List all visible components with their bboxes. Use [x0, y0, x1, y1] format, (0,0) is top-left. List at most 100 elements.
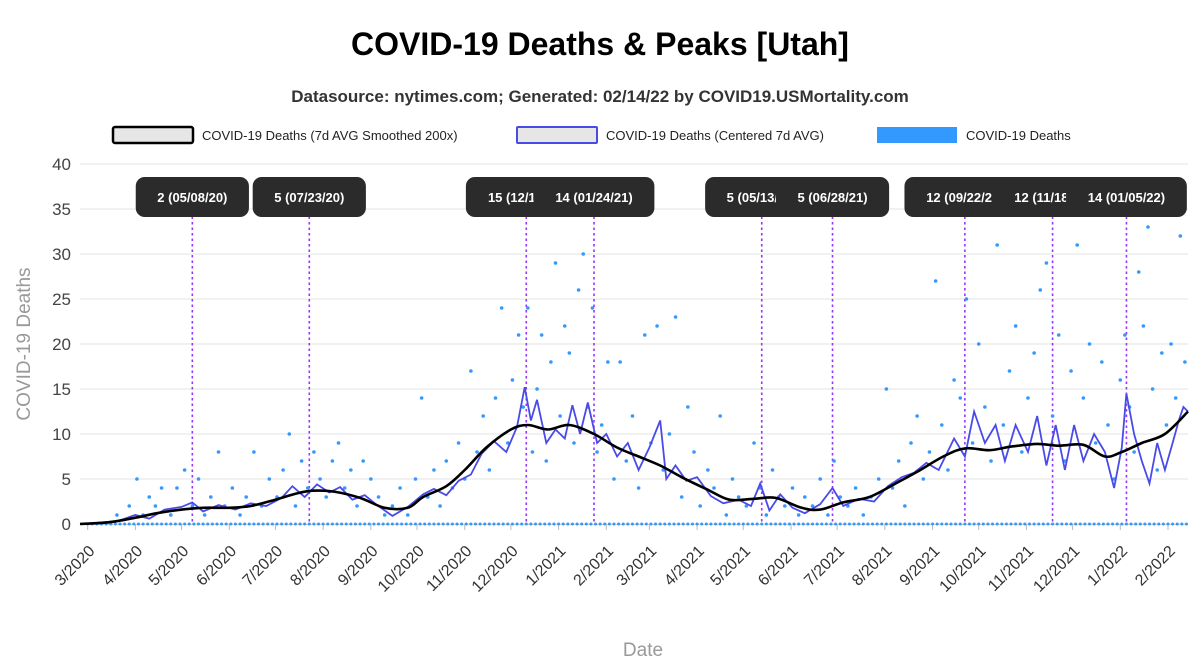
daily-point-zero	[857, 522, 861, 526]
daily-point-zero	[1000, 522, 1004, 526]
daily-point-zero	[386, 522, 390, 526]
peak-label-text: 5 (06/28/21)	[797, 190, 867, 205]
daily-point	[661, 468, 666, 472]
daily-point-zero	[243, 522, 247, 526]
x-tick-label: 11/2020	[423, 543, 475, 595]
daily-point-zero	[210, 522, 214, 526]
daily-point	[549, 360, 553, 364]
daily-point-zero	[834, 522, 838, 526]
daily-point-zero	[903, 522, 907, 526]
daily-point	[946, 468, 950, 472]
daily-point	[159, 486, 164, 490]
daily-point-zero	[963, 522, 967, 526]
daily-point	[1123, 333, 1127, 337]
daily-point	[238, 513, 242, 517]
daily-point	[376, 495, 381, 499]
peak-label-box	[1066, 177, 1187, 217]
daily-point-zero	[898, 522, 902, 526]
daily-point	[324, 495, 329, 499]
daily-point-zero	[931, 522, 935, 526]
daily-point	[305, 486, 310, 490]
x-tick-label: 8/2020	[287, 543, 334, 590]
daily-point-zero	[847, 522, 851, 526]
x-tick-label: 6/2021	[755, 543, 802, 590]
daily-point	[724, 513, 729, 517]
daily-point	[432, 468, 436, 472]
daily-point	[196, 477, 201, 481]
daily-point-zero	[737, 522, 741, 526]
daily-point	[267, 477, 272, 481]
daily-point	[382, 513, 387, 517]
x-tick-label: 7/2020	[240, 543, 287, 590]
daily-point	[361, 459, 365, 463]
daily-point-zero	[958, 522, 962, 526]
daily-point	[127, 504, 132, 508]
daily-point-zero	[400, 522, 404, 526]
daily-point-zero	[510, 522, 514, 526]
x-tick-label: 10/2021	[937, 543, 990, 596]
daily-point-zero	[889, 522, 893, 526]
daily-point-zero	[187, 522, 191, 526]
daily-point	[1050, 414, 1055, 418]
daily-point	[970, 441, 975, 445]
daily-point	[826, 513, 830, 517]
daily-point	[526, 306, 530, 310]
daily-point-zero	[178, 522, 182, 526]
x-tick-label: 5/2021	[707, 543, 754, 590]
peak-label-text: 14 (01/05/22)	[1088, 190, 1165, 205]
daily-point-zero	[1004, 522, 1008, 526]
daily-point	[698, 504, 702, 508]
daily-point-zero	[483, 522, 487, 526]
daily-point-zero	[991, 522, 995, 526]
daily-point	[642, 333, 647, 337]
daily-point-zero	[695, 522, 699, 526]
daily-point-zero	[460, 522, 464, 526]
daily-point-zero	[409, 522, 413, 526]
daily-point	[636, 486, 641, 490]
daily-point	[481, 414, 485, 418]
daily-point	[686, 405, 690, 409]
daily-point-zero	[755, 522, 759, 526]
daily-point-zero	[838, 522, 842, 526]
daily-point-zero	[395, 522, 399, 526]
daily-point-zero	[1064, 522, 1068, 526]
daily-point	[989, 459, 993, 463]
daily-point-zero	[630, 522, 634, 526]
series-line-smoothed	[79, 410, 1189, 526]
daily-point	[618, 360, 622, 364]
daily-point-zero	[866, 522, 870, 526]
peak-label: 2 (05/08/20)	[135, 177, 249, 217]
daily-point-zero	[423, 522, 427, 526]
daily-point	[190, 504, 195, 508]
daily-point-zero	[1161, 522, 1165, 526]
daily-point-zero	[1134, 522, 1138, 526]
daily-point-zero	[935, 522, 939, 526]
daily-point-zero	[150, 522, 154, 526]
daily-point-zero	[1124, 522, 1128, 526]
daily-point-zero	[534, 522, 538, 526]
daily-point	[1081, 396, 1086, 400]
daily-point	[581, 252, 586, 256]
daily-point-zero	[561, 522, 565, 526]
daily-point	[606, 360, 610, 364]
daily-point-zero	[1101, 522, 1105, 526]
daily-point-zero	[774, 522, 778, 526]
daily-point	[330, 459, 335, 463]
daily-point	[1100, 360, 1104, 364]
daily-point-zero	[201, 522, 205, 526]
daily-point-zero	[252, 522, 256, 526]
daily-point-zero	[806, 522, 810, 526]
daily-point-zero	[1166, 522, 1170, 526]
daily-point	[933, 279, 938, 283]
daily-point	[876, 477, 881, 481]
daily-point	[764, 513, 769, 517]
daily-point	[612, 477, 616, 481]
chart-subtitle: Datasource: nytimes.com; Generated: 02/1…	[291, 87, 909, 106]
daily-point	[599, 423, 604, 427]
daily-point-zero	[949, 522, 953, 526]
daily-point-zero	[298, 522, 302, 526]
daily-point-zero	[995, 522, 999, 526]
daily-point-zero	[1097, 522, 1101, 526]
daily-point-zero	[732, 522, 736, 526]
daily-point-zero	[907, 522, 911, 526]
